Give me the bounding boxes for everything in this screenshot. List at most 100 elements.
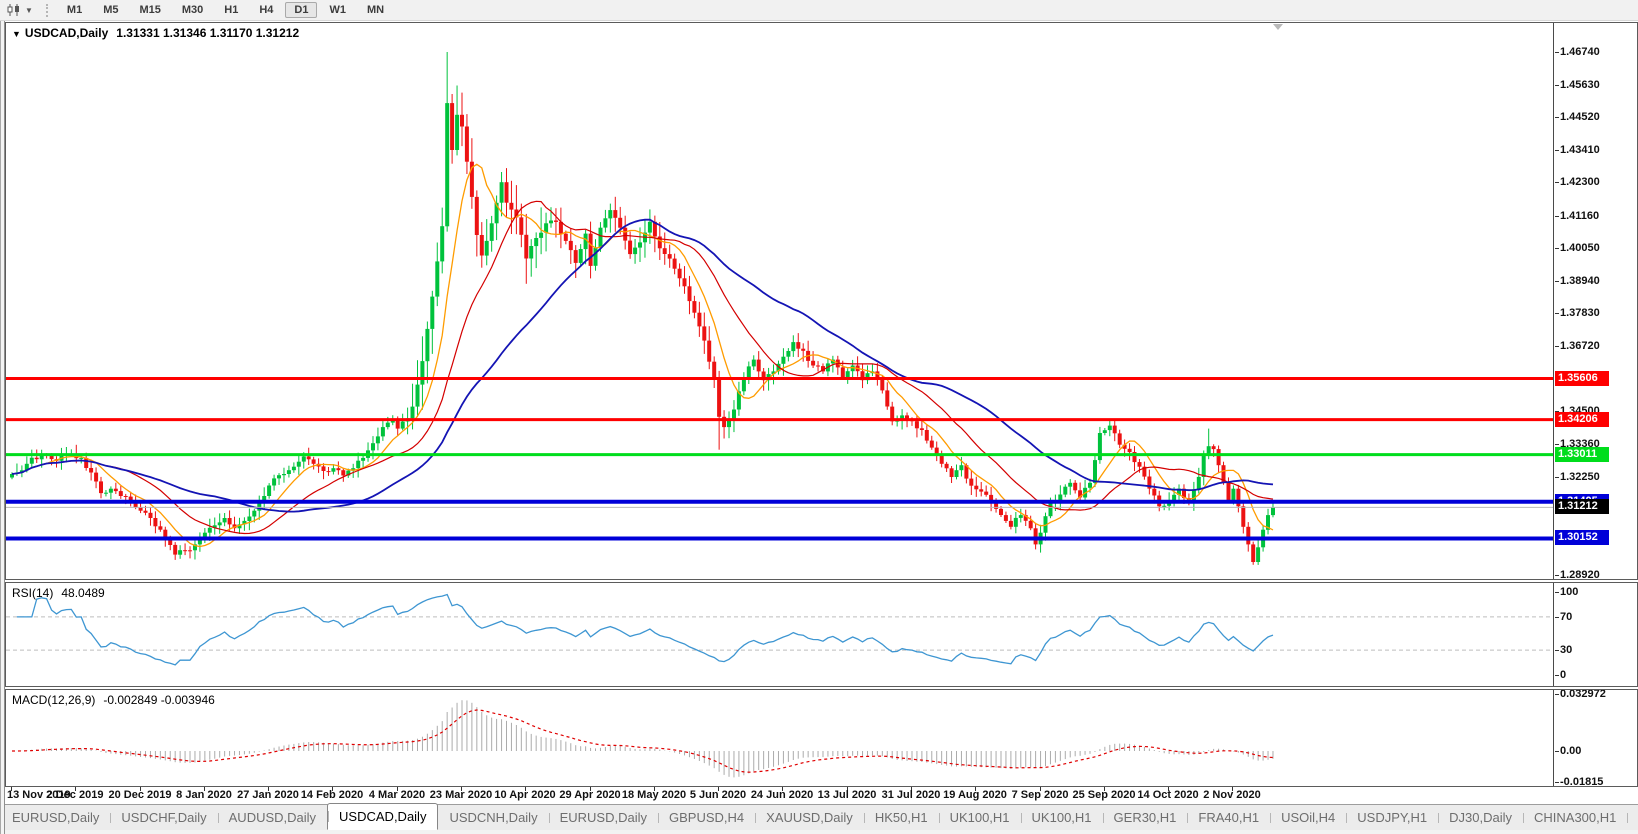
legend-caret-icon[interactable]: ▼	[12, 29, 21, 39]
tab-hk50-h1[interactable]: HK50,H1	[863, 806, 939, 830]
tab-ger30-h1[interactable]: GER30,H1	[1102, 806, 1188, 830]
ma-slow	[11, 218, 1274, 513]
date-tick	[140, 787, 141, 791]
macd-legend: MACD(12,26,9) -0.002849 -0.003946	[12, 693, 215, 707]
bottom-strip	[0, 830, 1638, 834]
tab-china300-h1[interactable]: CHINA300,H1	[1523, 806, 1627, 830]
price-tick-label: 1.44520	[1555, 111, 1600, 123]
timeframe-m5-button[interactable]: M5	[94, 2, 127, 18]
timeframe-m30-button[interactable]: M30	[173, 2, 212, 18]
date-tick	[718, 787, 719, 791]
price-axis[interactable]: 1.46740 1.45630 1.44520 1.43410 1.42300 1.411…	[1553, 23, 1637, 579]
date-label: 23 Mar 2020	[429, 789, 493, 801]
date-tick	[1232, 787, 1233, 791]
timeframe-m1-button[interactable]: M1	[58, 2, 91, 18]
tab-dj30-daily[interactable]: DJ30,Daily	[1438, 806, 1523, 830]
timeframe-mn-button[interactable]: MN	[358, 2, 393, 18]
tab-xauusd-daily[interactable]: XAUUSD,Daily	[755, 806, 864, 830]
legend-ohlc: 1.31331 1.31346 1.31170 1.31212	[116, 26, 300, 40]
ma-medium	[11, 200, 1274, 535]
date-label: 19 Aug 2020	[943, 789, 1007, 801]
main-chart-canvas[interactable]	[6, 23, 1553, 579]
macd-name: MACD(12,26,9)	[12, 693, 96, 707]
tab-usdjpy-h1[interactable]: USDJPY,H1	[1346, 806, 1438, 830]
tab-usdcad-daily[interactable]: USDCAD,Daily	[327, 803, 439, 830]
rsi-value: 48.0489	[61, 586, 105, 600]
tab-usdcnh-daily[interactable]: USDCNH,Daily	[449, 809, 538, 825]
price-tick-label: 1.45630	[1555, 79, 1600, 91]
tab-usdchf-daily[interactable]: USDCHF,Daily	[110, 806, 217, 830]
price-level-label: 1.30152	[1555, 530, 1609, 545]
tab-fra40-h1[interactable]: FRA40,H1	[1187, 806, 1270, 830]
tab-eurusd-daily-2[interactable]: EURUSD,Daily	[548, 806, 658, 830]
date-tick	[911, 787, 912, 791]
rsi-canvas[interactable]	[6, 583, 1553, 686]
date-tick	[1104, 787, 1105, 791]
ma-fast	[11, 163, 1274, 548]
current-price-label: 1.31212	[1555, 499, 1609, 514]
date-label: 27 Jan 2020	[237, 789, 299, 801]
rsi-tick-label: 30	[1554, 644, 1573, 656]
date-tick	[525, 787, 526, 791]
date-label: 2 Dec 2019	[46, 789, 104, 801]
date-label: 14 Oct 2020	[1137, 789, 1199, 801]
date-label: 13 Nov 2019	[7, 789, 71, 801]
tab-usoil-h4[interactable]: USOil,H4	[1270, 806, 1346, 830]
price-level-label: 1.35606	[1555, 371, 1609, 386]
date-tick	[590, 787, 591, 791]
toolbar-grip[interactable]	[45, 3, 50, 17]
macd-axis: 0.032972 0.00 -0.01815	[1553, 690, 1637, 786]
tab-gbpusd-h4[interactable]: GBPUSD,H4	[657, 806, 755, 830]
date-label: 13 Jul 2020	[817, 789, 877, 801]
rsi-line	[16, 593, 1274, 666]
rsi-tick-label: 70	[1554, 611, 1573, 623]
price-tick-label: 1.38940	[1555, 275, 1600, 287]
date-label: 4 Mar 2020	[368, 789, 426, 801]
macd-tick-label: 0.00	[1554, 745, 1582, 757]
chart-type-button[interactable]: ▼	[3, 2, 36, 18]
price-tick-label: 1.32250	[1555, 471, 1600, 483]
rsi-panel[interactable]: RSI(14) 48.0489 100 70 30 0	[5, 582, 1638, 687]
tab-uk100-h1[interactable]: UK100,H1	[938, 806, 1021, 830]
macd-values: -0.002849 -0.003946	[103, 693, 215, 707]
date-tick	[268, 787, 269, 791]
toolbar: ▼ M1 M5 M15 M30 H1 H4 D1 W1 MN	[0, 0, 1638, 21]
macd-signal-line	[12, 709, 1274, 773]
price-tick-label: 1.36720	[1555, 340, 1600, 352]
macd-histogram	[16, 700, 1274, 778]
timeframe-m15-button[interactable]: M15	[130, 2, 169, 18]
rsi-name: RSI(14)	[12, 586, 54, 600]
tab-eurusd-daily[interactable]: EURUSD,Daily	[12, 809, 100, 825]
price-tick-label: 1.41160	[1554, 210, 1600, 222]
date-label: 14 Feb 2020	[300, 789, 364, 801]
date-tick	[75, 787, 76, 791]
chart-type-dropdown-icon[interactable]: ▼	[25, 5, 33, 15]
rsi-legend: RSI(14) 48.0489	[12, 586, 105, 600]
date-label: 25 Sep 2020	[1072, 789, 1136, 801]
tab-audusd-daily[interactable]: AUDUSD,Daily	[217, 806, 327, 830]
price-tick-label: 1.43410	[1555, 144, 1600, 156]
date-label: 31 Jul 2020	[881, 789, 941, 801]
rsi-axis: 100 70 30 0	[1553, 583, 1637, 686]
date-axis[interactable]: 13 Nov 2019 2 Dec 2019 20 Dec 2019 8 Jan 20…	[5, 787, 1638, 804]
macd-canvas[interactable]	[6, 690, 1553, 786]
macd-panel[interactable]: MACD(12,26,9) -0.002849 -0.003946 0.03297…	[5, 689, 1638, 787]
date-tick	[654, 787, 655, 791]
timeframe-d1-button[interactable]: D1	[285, 2, 318, 18]
macd-tick-label: 0.032972	[1555, 689, 1606, 700]
price-level-label: 1.33011	[1555, 447, 1609, 462]
tab-uk100-h1-2[interactable]: UK100,H1	[1020, 806, 1103, 830]
price-tick-label: 1.37830	[1555, 307, 1600, 319]
date-label: 5 Jun 2020	[689, 789, 747, 801]
rsi-tick-label: 100	[1554, 586, 1579, 598]
main-chart-panel[interactable]: ▼ USDCAD,Daily 1.31331 1.31346 1.31170 1.3…	[5, 22, 1638, 580]
date-label: 24 Jun 2020	[750, 789, 814, 801]
tab-usoil-h1[interactable]: USOil,H1	[1627, 806, 1638, 830]
price-level-label: 1.34206	[1555, 412, 1609, 427]
date-tick	[461, 787, 462, 791]
timeframe-h4-button[interactable]: H4	[250, 2, 282, 18]
date-tick	[1040, 787, 1041, 791]
date-label: 18 May 2020	[621, 789, 687, 801]
timeframe-h1-button[interactable]: H1	[215, 2, 247, 18]
timeframe-w1-button[interactable]: W1	[320, 2, 355, 18]
